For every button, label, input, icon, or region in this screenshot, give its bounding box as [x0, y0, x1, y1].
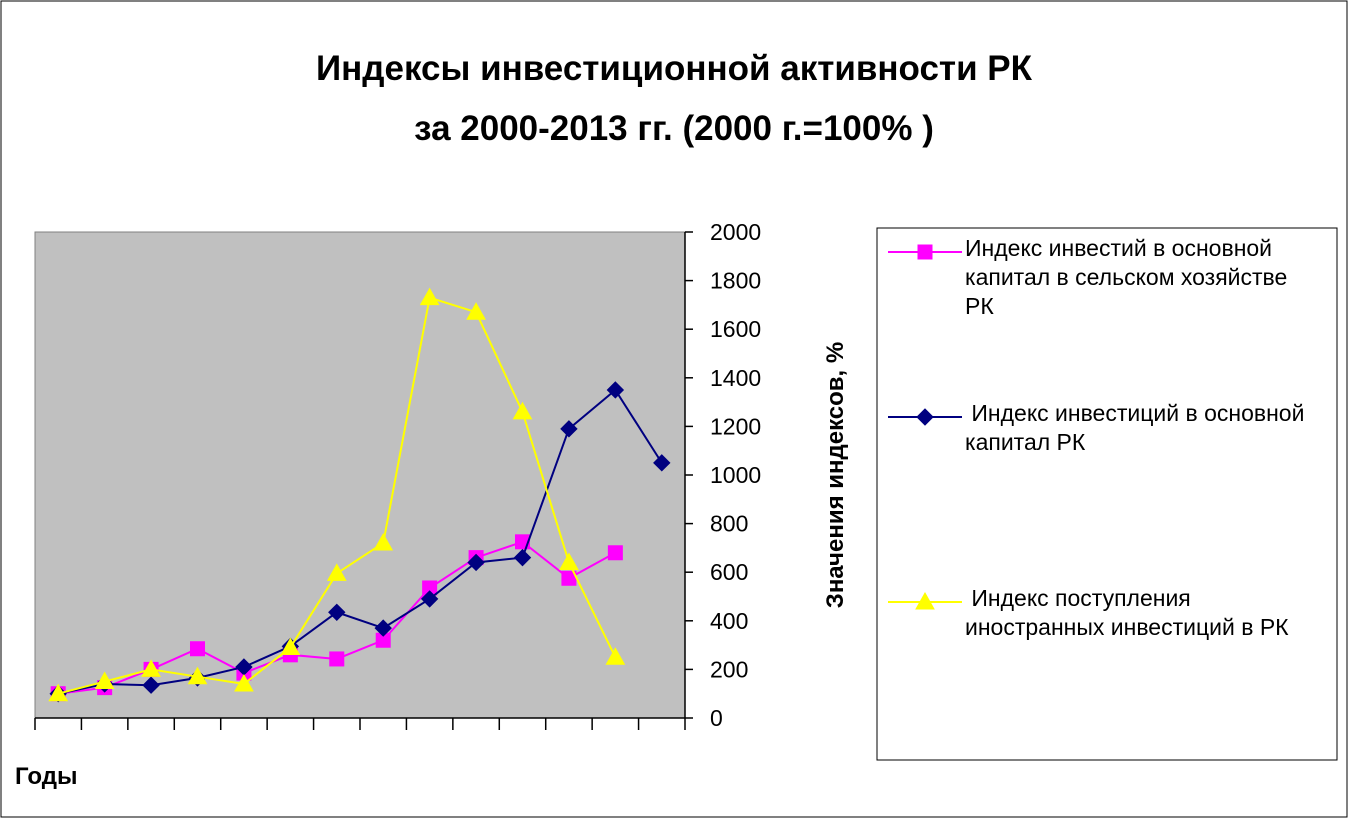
y-tick-label: 800 [710, 511, 748, 537]
chart-title: Индексы инвестиционной активности РК [316, 49, 1033, 88]
marker [234, 673, 254, 692]
y-tick-label: 1800 [710, 268, 761, 294]
y-tick-label: 200 [710, 656, 748, 682]
marker [326, 563, 347, 581]
y-tick-label: 2000 [710, 219, 761, 245]
y-tick-label: 0 [710, 705, 723, 731]
marker [653, 454, 671, 472]
marker [916, 408, 934, 426]
marker [142, 676, 160, 694]
series-line [58, 388, 663, 695]
marker [187, 666, 208, 685]
marker [374, 619, 392, 637]
marker [559, 552, 579, 570]
y-tick-label: 1400 [710, 365, 761, 391]
legend-label: Индекс поступления иностранных инвестици… [965, 585, 1289, 640]
marker [513, 548, 532, 567]
marker [512, 401, 533, 420]
y-tick-label: 600 [710, 559, 748, 585]
marker [917, 244, 933, 260]
legend-box [876, 227, 1338, 761]
marker [467, 553, 485, 572]
marker [48, 683, 69, 702]
marker [915, 591, 935, 610]
x-axis-label: Годы [15, 763, 77, 790]
marker [420, 590, 439, 608]
y-tick-label: 1200 [710, 413, 761, 439]
marker [141, 659, 161, 677]
plot-area [34, 231, 686, 719]
marker [560, 420, 578, 438]
y-tick-label: 1600 [710, 316, 761, 342]
marker [606, 381, 625, 399]
marker [280, 637, 301, 656]
marker [466, 302, 486, 320]
y-tick-label: 400 [710, 608, 748, 634]
y-axis-label: Значения индексов, % [822, 342, 849, 608]
marker [419, 287, 440, 306]
marker [329, 651, 345, 667]
legend-label: Индекс инвестиций в основной капитал РК [965, 400, 1311, 455]
marker [373, 533, 394, 551]
marker [605, 647, 626, 665]
marker [94, 671, 115, 690]
marker [190, 641, 205, 657]
y-tick-label: 1000 [710, 462, 761, 488]
legend-label: Индекс инвестий в основной капитал в сел… [965, 235, 1294, 319]
marker [328, 603, 346, 622]
chart-title: за 2000-2013 гг. (2000 г.=100% ) [414, 109, 934, 148]
marker [607, 545, 623, 561]
